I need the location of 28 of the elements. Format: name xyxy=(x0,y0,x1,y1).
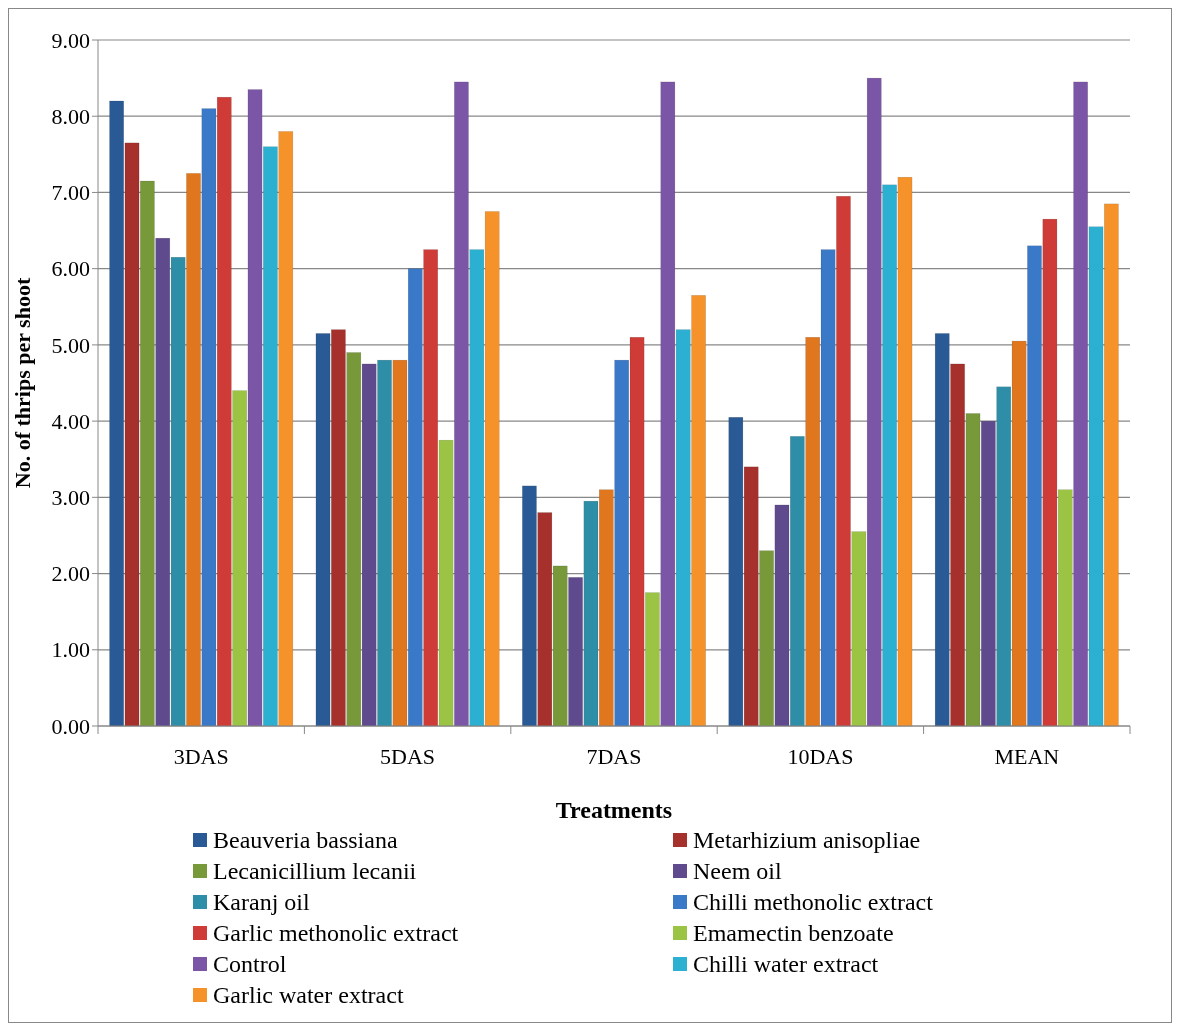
x-tick-label: 10DAS xyxy=(787,744,854,769)
x-tick-label: MEAN xyxy=(994,744,1060,769)
legend-label: Neem oil xyxy=(693,858,782,885)
y-tick-label: 7.00 xyxy=(51,180,90,206)
y-tick-label: 4.00 xyxy=(51,408,90,434)
x-axis-title: Treatments xyxy=(555,797,673,823)
legend-label: Control xyxy=(213,951,287,978)
legend-label: Chilli water extract xyxy=(693,951,879,978)
legend-label: Garlic methonolic extract xyxy=(213,920,459,947)
legend-label: Emamectin benzoate xyxy=(693,920,894,947)
y-tick-label: 0.00 xyxy=(51,713,90,739)
legend-label: Lecanicillium lecanii xyxy=(213,858,417,885)
legend-label: Chilli methonolic extract xyxy=(693,889,934,916)
legend-label: Beauveria bassiana xyxy=(213,827,398,854)
y-tick-label: 1.00 xyxy=(51,637,90,663)
y-tick-label: 5.00 xyxy=(51,332,90,358)
y-tick-label: 9.00 xyxy=(51,27,90,53)
y-tick-label: 6.00 xyxy=(51,256,90,282)
legend-label: Garlic water extract xyxy=(213,982,404,1009)
y-tick-label: 3.00 xyxy=(51,485,90,511)
x-tick-label: 5DAS xyxy=(380,744,436,769)
x-tick-label: 3DAS xyxy=(173,744,229,769)
y-axis-title: No. of thrips per shoot xyxy=(10,277,35,489)
legend-label: Metarhizium anisopliae xyxy=(693,827,921,854)
y-tick-label: 2.00 xyxy=(51,561,90,587)
x-tick-label: 7DAS xyxy=(586,744,642,769)
legend-label: Karanj oil xyxy=(213,889,310,916)
y-tick-label: 8.00 xyxy=(51,103,90,129)
